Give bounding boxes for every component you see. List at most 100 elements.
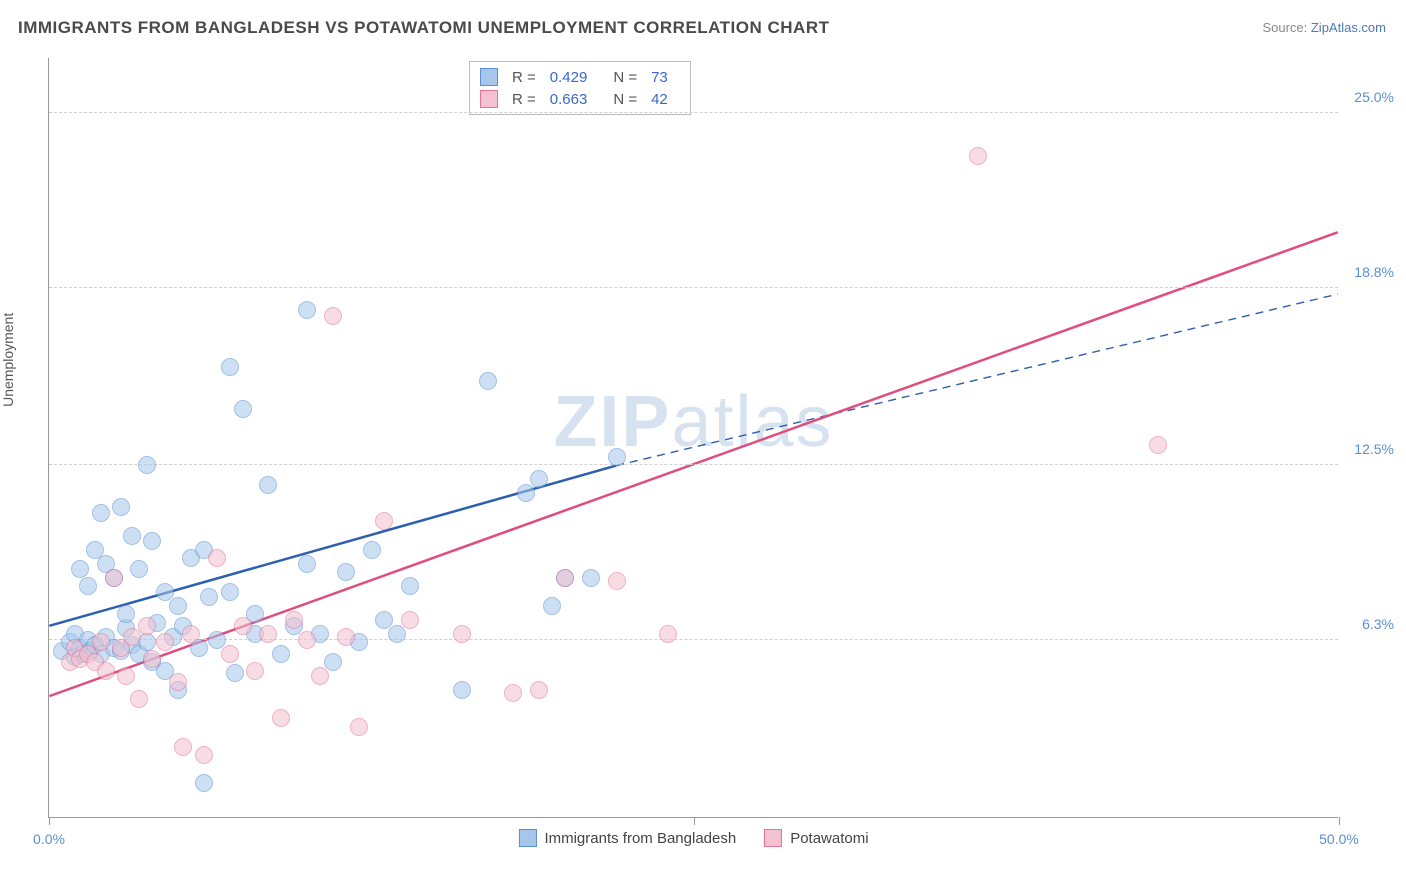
x-minor-tick — [694, 817, 695, 825]
scatter-point-bangladesh — [79, 577, 97, 595]
scatter-point-potawatomi — [208, 549, 226, 567]
x-tick — [49, 817, 50, 825]
scatter-point-potawatomi — [1149, 436, 1167, 454]
scatter-point-bangladesh — [138, 633, 156, 651]
bottom-legend-label-1: Potawatomi — [790, 830, 868, 847]
trend-line — [616, 294, 1337, 465]
bottom-legend-item-1: Potawatomi — [764, 829, 868, 847]
r-value-0: 0.429 — [550, 69, 588, 86]
scatter-point-bangladesh — [401, 577, 419, 595]
y-tick-label: 6.3% — [1362, 616, 1394, 632]
scatter-point-potawatomi — [156, 633, 174, 651]
scatter-point-potawatomi — [130, 690, 148, 708]
scatter-point-potawatomi — [969, 147, 987, 165]
scatter-point-bangladesh — [221, 583, 239, 601]
scatter-point-potawatomi — [92, 633, 110, 651]
scatter-point-potawatomi — [138, 617, 156, 635]
grid-line — [49, 639, 1338, 640]
scatter-point-potawatomi — [272, 709, 290, 727]
bottom-legend: Immigrants from Bangladesh Potawatomi — [518, 829, 868, 847]
bottom-legend-item-0: Immigrants from Bangladesh — [518, 829, 736, 847]
scatter-point-bangladesh — [517, 484, 535, 502]
n-label-0: N = — [613, 69, 637, 86]
scatter-point-bangladesh — [608, 448, 626, 466]
scatter-point-bangladesh — [226, 664, 244, 682]
scatter-point-potawatomi — [195, 746, 213, 764]
scatter-point-potawatomi — [169, 673, 187, 691]
r-label-0: R = — [512, 69, 536, 86]
scatter-point-potawatomi — [337, 628, 355, 646]
scatter-point-bangladesh — [298, 301, 316, 319]
scatter-point-potawatomi — [608, 572, 626, 590]
x-tick-label: 50.0% — [1319, 831, 1359, 847]
scatter-point-bangladesh — [123, 527, 141, 545]
scatter-point-potawatomi — [401, 611, 419, 629]
scatter-point-potawatomi — [453, 625, 471, 643]
scatter-point-bangladesh — [324, 653, 342, 671]
scatter-point-bangladesh — [259, 476, 277, 494]
scatter-point-potawatomi — [246, 662, 264, 680]
bottom-legend-label-0: Immigrants from Bangladesh — [544, 830, 736, 847]
scatter-point-potawatomi — [123, 628, 141, 646]
grid-line — [49, 112, 1338, 113]
scatter-point-potawatomi — [182, 625, 200, 643]
legend-swatch-1 — [480, 90, 498, 108]
scatter-point-bangladesh — [363, 541, 381, 559]
scatter-point-potawatomi — [530, 681, 548, 699]
y-axis-label: Unemployment — [0, 313, 16, 407]
legend-row-0: R = 0.429 N = 73 — [480, 66, 680, 88]
bottom-swatch-1 — [764, 829, 782, 847]
scatter-point-bangladesh — [582, 569, 600, 587]
legend-swatch-0 — [480, 68, 498, 86]
source-attribution: Source: ZipAtlas.com — [1262, 20, 1386, 35]
scatter-point-potawatomi — [174, 738, 192, 756]
r-label-1: R = — [512, 91, 536, 108]
x-tick — [1339, 817, 1340, 825]
legend-row-1: R = 0.663 N = 42 — [480, 88, 680, 110]
scatter-point-bangladesh — [200, 588, 218, 606]
scatter-point-bangladesh — [195, 774, 213, 792]
scatter-point-bangladesh — [272, 645, 290, 663]
grid-line — [49, 464, 1338, 465]
scatter-point-bangladesh — [337, 563, 355, 581]
scatter-point-bangladesh — [92, 504, 110, 522]
bottom-swatch-0 — [518, 829, 536, 847]
y-tick-label: 12.5% — [1354, 441, 1394, 457]
scatter-point-potawatomi — [556, 569, 574, 587]
n-value-0: 73 — [651, 69, 668, 86]
scatter-point-potawatomi — [97, 662, 115, 680]
scatter-point-bangladesh — [453, 681, 471, 699]
scatter-point-bangladesh — [530, 470, 548, 488]
scatter-point-bangladesh — [234, 400, 252, 418]
scatter-point-bangladesh — [298, 555, 316, 573]
scatter-point-potawatomi — [143, 650, 161, 668]
scatter-point-bangladesh — [138, 456, 156, 474]
scatter-point-bangladesh — [388, 625, 406, 643]
r-value-1: 0.663 — [550, 91, 588, 108]
y-tick-label: 18.8% — [1354, 264, 1394, 280]
scatter-point-bangladesh — [543, 597, 561, 615]
scatter-point-potawatomi — [221, 645, 239, 663]
trend-lines-svg — [49, 58, 1338, 817]
n-label-1: N = — [613, 91, 637, 108]
scatter-point-bangladesh — [169, 597, 187, 615]
correlation-legend: R = 0.429 N = 73 R = 0.663 N = 42 — [469, 61, 691, 115]
scatter-point-bangladesh — [117, 605, 135, 623]
chart-title: IMMIGRANTS FROM BANGLADESH VS POTAWATOMI… — [18, 18, 830, 38]
scatter-point-potawatomi — [105, 569, 123, 587]
chart-container: IMMIGRANTS FROM BANGLADESH VS POTAWATOMI… — [0, 0, 1406, 892]
source-link[interactable]: ZipAtlas.com — [1311, 20, 1386, 35]
scatter-point-potawatomi — [504, 684, 522, 702]
scatter-point-bangladesh — [130, 560, 148, 578]
y-tick-label: 25.0% — [1354, 89, 1394, 105]
n-value-1: 42 — [651, 91, 668, 108]
scatter-point-potawatomi — [298, 631, 316, 649]
grid-line — [49, 287, 1338, 288]
scatter-point-bangladesh — [479, 372, 497, 390]
source-label: Source: — [1262, 20, 1310, 35]
scatter-point-potawatomi — [659, 625, 677, 643]
scatter-point-potawatomi — [311, 667, 329, 685]
watermark: ZIPatlas — [553, 381, 833, 463]
scatter-point-potawatomi — [350, 718, 368, 736]
scatter-point-bangladesh — [71, 560, 89, 578]
